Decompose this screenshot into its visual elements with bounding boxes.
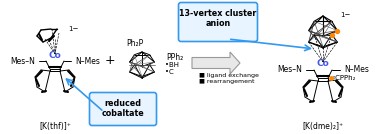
Text: [K(thf)]⁺: [K(thf)]⁺	[39, 122, 71, 131]
Text: anion: anion	[205, 18, 231, 27]
Text: ◦CPPh₂: ◦CPPh₂	[332, 75, 356, 81]
Text: Ph₂P: Ph₂P	[126, 38, 144, 47]
Text: Mes–N: Mes–N	[10, 57, 35, 66]
Text: N–Mes: N–Mes	[344, 66, 369, 75]
FancyBboxPatch shape	[178, 3, 257, 42]
Polygon shape	[192, 52, 240, 74]
FancyBboxPatch shape	[90, 92, 156, 126]
Text: +: +	[105, 55, 115, 68]
Text: 13-vertex cluster: 13-vertex cluster	[179, 8, 257, 18]
Text: Co: Co	[49, 51, 61, 60]
Text: N–Mes: N–Mes	[75, 57, 100, 66]
Text: reduced: reduced	[104, 98, 141, 107]
Text: [K(dme)₂]⁺: [K(dme)₂]⁺	[302, 122, 344, 131]
Text: PPh₂: PPh₂	[166, 53, 183, 62]
Text: 1−: 1−	[340, 12, 350, 18]
Text: •BH: •BH	[165, 62, 179, 68]
Text: ■ rearrangement: ■ rearrangement	[199, 79, 254, 85]
Text: Mes–N: Mes–N	[277, 66, 302, 75]
Text: Co: Co	[317, 59, 329, 68]
Text: •C: •C	[165, 69, 174, 75]
Text: 1−: 1−	[68, 26, 78, 32]
Text: ■ ligand exchange: ■ ligand exchange	[199, 72, 259, 77]
Text: cobaltate: cobaltate	[102, 109, 144, 118]
